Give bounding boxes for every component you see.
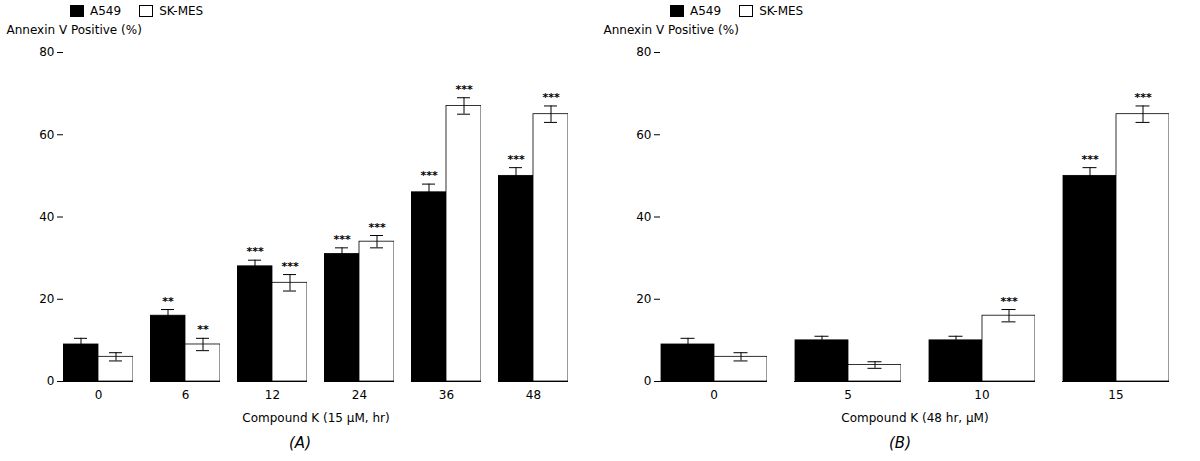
svg-text:5: 5 xyxy=(844,388,852,402)
svg-text:**: ** xyxy=(197,323,209,336)
html-text:SK-MES: SK-MES xyxy=(159,4,204,18)
svg-text:0: 0 xyxy=(47,374,55,388)
svg-text:***: *** xyxy=(1000,295,1018,308)
svg-text:10: 10 xyxy=(974,388,989,402)
svg-text:***: *** xyxy=(1081,153,1099,166)
svg-text:0: 0 xyxy=(95,388,103,402)
svg-text:***: *** xyxy=(420,169,438,182)
svg-text:12: 12 xyxy=(265,388,280,402)
svg-text:Compound K (15 μM, hr): Compound K (15 μM, hr) xyxy=(242,411,389,425)
svg-text:0: 0 xyxy=(710,388,718,402)
svg-text:Annexin V Positive (%): Annexin V Positive (%) xyxy=(7,23,142,37)
svg-text:24: 24 xyxy=(352,388,367,402)
svg-text:***: *** xyxy=(455,83,473,96)
svg-text:Annexin V Positive (%): Annexin V Positive (%) xyxy=(604,23,739,37)
svg-text:***: *** xyxy=(368,221,386,234)
svg-text:6: 6 xyxy=(182,388,190,402)
svg-text:Compound K (48 hr, μM): Compound K (48 hr, μM) xyxy=(841,411,988,425)
html-text:SK-MES: SK-MES xyxy=(759,4,804,18)
svg-text:***: *** xyxy=(246,245,264,258)
svg-text:40: 40 xyxy=(636,210,651,224)
svg-text:***: *** xyxy=(281,260,299,273)
html-text:(B): (B) xyxy=(889,434,911,452)
svg-text:***: *** xyxy=(507,153,525,166)
svg-text:15: 15 xyxy=(1108,388,1123,402)
svg-text:***: *** xyxy=(542,91,560,104)
svg-text:***: *** xyxy=(1134,91,1152,104)
html-text:A549: A549 xyxy=(90,4,122,18)
svg-text:48: 48 xyxy=(526,388,541,402)
svg-text:0: 0 xyxy=(644,374,652,388)
svg-text:80: 80 xyxy=(636,45,651,59)
html-text:(A): (A) xyxy=(289,434,311,452)
svg-text:80: 80 xyxy=(39,45,54,59)
svg-text:60: 60 xyxy=(636,128,651,142)
svg-text:60: 60 xyxy=(39,128,54,142)
svg-text:20: 20 xyxy=(636,292,651,306)
svg-text:36: 36 xyxy=(439,388,454,402)
svg-text:40: 40 xyxy=(39,210,54,224)
svg-text:20: 20 xyxy=(39,292,54,306)
html-text:A549: A549 xyxy=(690,4,722,18)
svg-text:**: ** xyxy=(162,295,174,308)
svg-text:***: *** xyxy=(333,233,351,246)
